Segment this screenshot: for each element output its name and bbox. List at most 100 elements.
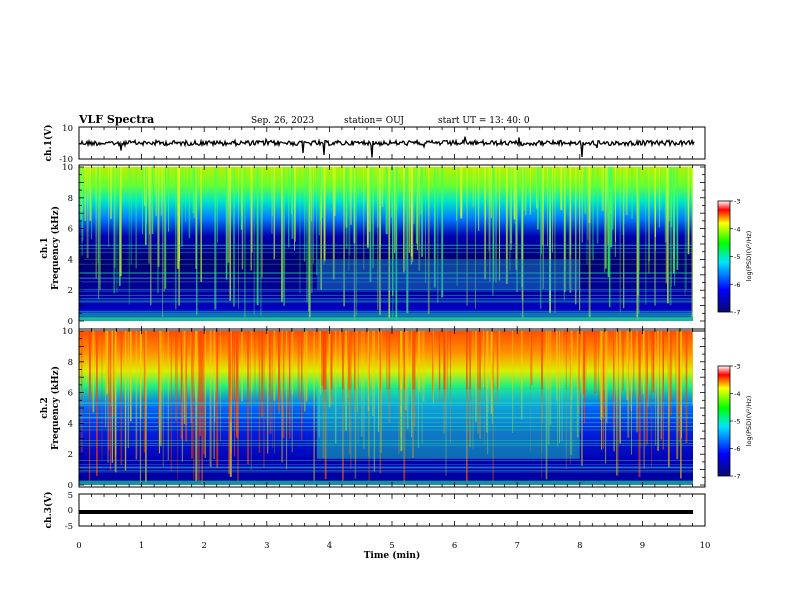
spectrogram-streak bbox=[391, 167, 393, 218]
spectrogram-streak bbox=[472, 331, 474, 449]
spectrogram-streak bbox=[585, 331, 587, 394]
spectrogram-streak bbox=[540, 167, 542, 254]
spectrogram-streak bbox=[687, 167, 690, 255]
spectrogram-streak bbox=[495, 167, 497, 283]
spectrogram-streak bbox=[418, 167, 421, 271]
spectrogram-streak bbox=[111, 331, 114, 463]
spectrogram-streak bbox=[415, 167, 418, 244]
spectrogram-streak bbox=[607, 167, 609, 245]
spectrogram-streak bbox=[354, 331, 357, 479]
spectrogram-streak bbox=[163, 167, 165, 292]
spectrogram-streak bbox=[588, 167, 591, 223]
spectrogram-streak bbox=[322, 331, 325, 459]
spectrogram-streak bbox=[475, 331, 477, 422]
frequency-tick-label: 10 bbox=[62, 327, 73, 337]
spectrogram-streak bbox=[127, 331, 129, 449]
spectrogram-streak bbox=[651, 331, 652, 467]
spectrogram-streak bbox=[135, 167, 137, 269]
ch2-colorbar-label: log(PSD)(V²/Hz) bbox=[745, 396, 753, 447]
spectrogram-streak bbox=[98, 167, 101, 290]
spectrogram-streak bbox=[684, 167, 686, 296]
spectrogram-streak bbox=[385, 167, 387, 234]
spectrogram-streak bbox=[119, 167, 122, 277]
spectrogram-streak bbox=[466, 167, 468, 306]
spectrogram-streak bbox=[308, 167, 310, 312]
spectrogram-streak bbox=[592, 167, 594, 261]
spectrogram-streak bbox=[622, 331, 624, 392]
spectrogram-streak bbox=[232, 331, 234, 400]
spectrogram-streak bbox=[244, 167, 246, 319]
spectrogram-streak bbox=[220, 331, 221, 442]
spectrogram-streak bbox=[549, 331, 552, 426]
spectrogram-streak bbox=[144, 167, 147, 245]
spectrogram-streak bbox=[392, 167, 394, 296]
spectrogram-streak bbox=[273, 331, 276, 401]
spectrogram-streak bbox=[369, 167, 372, 283]
spectrogram-streak bbox=[505, 167, 508, 284]
spectrogram-streak bbox=[116, 167, 118, 293]
spectrogram-streak bbox=[446, 331, 449, 396]
ch1-colorbar-label: log(PSD)(V²/Hz) bbox=[745, 231, 753, 282]
spectrogram-streak bbox=[251, 167, 253, 253]
spectrogram-streak bbox=[676, 331, 679, 460]
frequency-tick-label: 0 bbox=[68, 481, 73, 491]
spectrogram-streak bbox=[145, 331, 147, 483]
spectrogram-streak bbox=[318, 167, 320, 236]
colorbar-tick-label: -3 bbox=[734, 198, 740, 206]
spectrogram-streak bbox=[282, 331, 285, 438]
spectrogram-streak bbox=[412, 167, 414, 262]
x-tick-label: 1 bbox=[139, 541, 144, 551]
spectrogram-streak bbox=[498, 167, 501, 281]
spectrogram-streak bbox=[195, 167, 197, 269]
spectrogram-streak bbox=[229, 167, 232, 301]
spectrogram-streak bbox=[648, 167, 650, 274]
spectrogram-streak bbox=[328, 331, 331, 408]
spectrogram-streak bbox=[89, 331, 91, 397]
x-tick-label: 6 bbox=[452, 541, 457, 551]
spectrogram-streak bbox=[521, 167, 523, 288]
spectrogram-streak bbox=[306, 331, 308, 402]
spectrogram-streak bbox=[443, 331, 446, 408]
ch3-ytick-bottom: -5 bbox=[65, 522, 73, 532]
spectrogram-streak bbox=[609, 167, 611, 308]
station-label: station= OUJ bbox=[344, 116, 404, 126]
spectrogram-streak bbox=[529, 331, 531, 386]
spectrogram-streak bbox=[288, 331, 291, 439]
frequency-tick-label: 8 bbox=[68, 358, 73, 368]
spectrogram-streak bbox=[216, 331, 219, 468]
spectrogram-streak bbox=[80, 167, 82, 221]
spectrogram-streak bbox=[657, 331, 659, 451]
spectrogram-streak bbox=[484, 331, 486, 445]
spectrogram-streak bbox=[249, 331, 251, 405]
spectrogram-streak bbox=[598, 331, 600, 410]
spectrogram-streak bbox=[652, 331, 654, 389]
spectrogram-streak bbox=[353, 167, 356, 321]
spectrogram-streak bbox=[405, 167, 407, 271]
spectrogram-streak bbox=[482, 331, 485, 388]
spectrogram-streak bbox=[289, 331, 291, 424]
spectrogram-streak bbox=[469, 331, 471, 448]
spectrogram-streak bbox=[418, 331, 421, 393]
spectrogram-streak bbox=[281, 331, 284, 463]
spectrogram-streak bbox=[466, 331, 468, 482]
spectrogram-streak bbox=[492, 331, 494, 483]
spectrogram-streak bbox=[410, 167, 413, 257]
ch2-channel-label: ch.2 bbox=[40, 397, 50, 418]
spectrogram-streak bbox=[619, 331, 621, 444]
spectrogram-streak bbox=[101, 331, 103, 461]
spectrogram-streak bbox=[680, 331, 682, 479]
spectrogram-streak bbox=[642, 331, 645, 394]
spectrogram-streak bbox=[529, 167, 531, 213]
colorbar-tick-label: -3 bbox=[734, 363, 740, 371]
spectrogram-streak bbox=[355, 331, 357, 464]
spectrogram-streak bbox=[261, 331, 263, 417]
spectrogram-streak bbox=[456, 167, 458, 286]
spectrogram-streak bbox=[564, 167, 566, 271]
spectrogram-streak bbox=[142, 167, 143, 235]
spectrogram-streak bbox=[273, 167, 276, 259]
x-tick-label: 3 bbox=[264, 541, 269, 551]
spectrogram-streak bbox=[496, 331, 499, 403]
spectrogram-streak bbox=[437, 167, 439, 303]
spectrogram-streak bbox=[183, 331, 185, 424]
spectrogram-streak bbox=[631, 331, 632, 455]
